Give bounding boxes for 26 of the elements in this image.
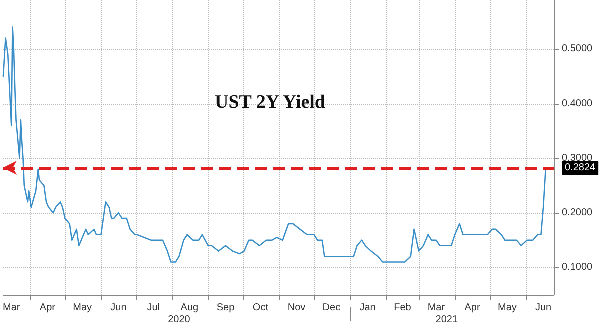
- x-tick-label: Dec: [322, 302, 341, 314]
- y-tick-label: 0.4000: [562, 98, 594, 110]
- x-tick-label: Apr: [40, 302, 56, 314]
- y-tick-label: 0.2000: [562, 208, 594, 219]
- x-tick-label: Jun: [110, 302, 127, 314]
- x-tick-label: Sep: [216, 302, 236, 314]
- text: UST 2Y Yield: [215, 92, 326, 113]
- x-tick-label: May: [73, 302, 92, 314]
- x2-tick-label: 2020: [168, 314, 191, 325]
- x2-tick-label: 2021: [436, 314, 458, 325]
- y-tick-label: 0.1000: [562, 262, 594, 274]
- x-tick-label: May: [498, 302, 517, 314]
- y-tick-label: 0.5000: [562, 44, 594, 55]
- x-tick-label: Nov: [288, 302, 306, 314]
- y-tick-label: 0.3000: [562, 152, 594, 164]
- x-tick-label: Aug: [180, 302, 199, 314]
- x-tick-label: Mar: [428, 302, 446, 314]
- x-tick-label: Mar: [2, 302, 21, 314]
- x-tick-label: Jan: [360, 302, 376, 314]
- x-tick-label: Feb: [394, 302, 412, 314]
- x-tick-label: Apr: [464, 302, 481, 314]
- x-tick-label: Oct: [252, 302, 269, 314]
- x-tick-label: Jun: [535, 302, 552, 314]
- x-tick-label: Jul: [147, 302, 160, 314]
- ref-line-label: 0.2824: [565, 162, 596, 174]
- line-series: [2, 26, 547, 263]
